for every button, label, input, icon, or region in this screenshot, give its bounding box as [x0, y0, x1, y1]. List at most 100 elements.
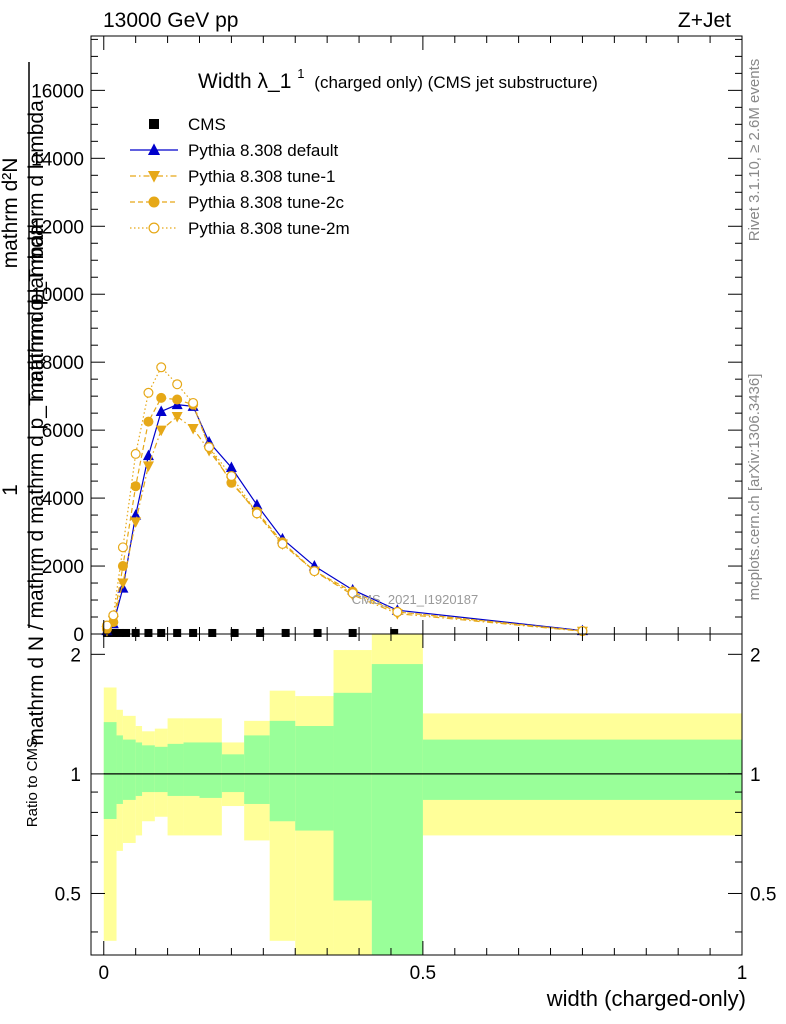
legend-label: Pythia 8.308 tune-2m	[188, 219, 350, 238]
series-4-point	[188, 397, 199, 408]
series-4-point	[156, 362, 167, 373]
series-4-point	[117, 542, 128, 553]
series-4-point	[251, 508, 262, 519]
y-tick-label: 6000	[42, 421, 84, 442]
series-2-line	[106, 415, 583, 632]
legend-label: Pythia 8.308 default	[188, 141, 339, 160]
x-tick-label: 1	[737, 963, 748, 984]
legend-label: Pythia 8.308 tune-2c	[188, 193, 344, 212]
ratio-band-green	[221, 754, 245, 793]
series-1-point	[130, 509, 142, 520]
series-4-point	[309, 566, 320, 577]
header-left: 13000 GeV pp	[103, 9, 238, 32]
series-1-point	[142, 449, 154, 461]
ratio-band-green	[295, 725, 334, 831]
series-3-line	[106, 397, 583, 632]
series-3-point	[130, 481, 141, 492]
x-axis-label: width (charged-only)	[546, 986, 746, 1011]
ratio-band-green	[103, 722, 117, 819]
series-3-point	[156, 392, 167, 403]
ratio-band-green	[422, 739, 742, 800]
ratio-band-green	[333, 692, 372, 901]
series-4-point	[226, 471, 237, 482]
series-1-point	[225, 461, 237, 473]
series-0-point	[109, 628, 118, 637]
series-2-point	[130, 517, 142, 528]
legend-label: Pythia 8.308 tune-1	[188, 167, 335, 186]
ratio-band-green	[154, 746, 168, 793]
chart-title: Width λ_1 1 (charged only) (CMS jet subs…	[198, 60, 598, 93]
series-4-point	[347, 588, 358, 599]
legend: CMS Pythia 8.308 default Pythia 8.308 tune…	[130, 115, 350, 238]
series-1-point	[155, 405, 167, 416]
rivet-credit: Rivet 3.1.10, ≥ 2.6M events	[746, 59, 763, 242]
series-4-point	[277, 538, 288, 549]
series-4-point	[108, 610, 119, 621]
series-3-point	[172, 394, 183, 405]
ratio-plot-frame	[90, 633, 743, 956]
legend-marker	[149, 119, 159, 129]
series-1-point	[251, 498, 263, 510]
series-0-point	[144, 628, 153, 637]
series-0-point	[189, 628, 198, 637]
series-0-point	[115, 628, 124, 637]
ratio-band-green	[183, 742, 200, 796]
series-4-point	[172, 379, 183, 390]
y-tick-label: 8000	[42, 353, 84, 374]
y-tick-label: 12000	[31, 217, 84, 238]
ratio-band-green	[142, 745, 155, 793]
ratio-plot-content	[103, 634, 742, 955]
y-tick-label: 0	[73, 625, 84, 646]
legend-marker	[148, 222, 160, 234]
x-tick-label: 0.5	[410, 963, 436, 984]
main-plot-panel: 0 2000 4000 6000 8000 10000 12000 14000 16000	[31, 35, 743, 646]
y-axis-label-denominator-bottom: mathrm d N / mathrm d mathrm d p_T mathr…	[25, 224, 48, 746]
series-0-point	[256, 628, 265, 637]
ratio-band-green	[135, 742, 143, 796]
header-right: Z+Jet	[678, 9, 731, 32]
series-0-point	[390, 628, 399, 637]
ratio-y-tick-label: 2	[70, 645, 81, 666]
ratio-band-green	[371, 664, 423, 955]
series-2-point	[142, 461, 154, 472]
legend-entry: Pythia 8.308 tune-1	[130, 167, 335, 186]
series-4-point	[130, 448, 141, 459]
ratio-y-tick-label-right: 2	[750, 645, 761, 666]
series-0-point	[122, 628, 131, 637]
series-2-point	[171, 412, 183, 423]
series-2-point	[155, 425, 167, 437]
series-0-point	[208, 628, 217, 637]
ratio-band-green	[269, 720, 296, 822]
legend-marker	[147, 171, 161, 183]
y-tick-label: 10000	[31, 285, 84, 306]
series-1-line	[106, 404, 583, 632]
y-axis-label-one: 1	[0, 484, 22, 496]
ratio-y-tick-label: 0.5	[55, 884, 81, 905]
legend-label: CMS	[188, 115, 226, 134]
ratio-y-tick-label: 1	[70, 765, 81, 786]
series-0-point	[157, 628, 166, 637]
ratio-band-green	[116, 735, 123, 804]
series-0-point	[348, 628, 357, 637]
series-0-point	[313, 628, 322, 637]
series-4-point	[101, 620, 112, 631]
series-2-point	[187, 423, 199, 435]
y-tick-label: 4000	[42, 489, 84, 510]
y-tick-label: 2000	[42, 557, 84, 578]
series-3-point	[117, 561, 128, 572]
legend-entry: Pythia 8.308 tune-2c	[130, 193, 344, 212]
y-axis-label: mathrm d²N mathrm d p_T mathrm d lambda …	[0, 62, 48, 746]
ratio-plot-ticks: 0 0.5 1 0.5 0.5 1 1 2 2	[55, 634, 776, 984]
series-0-point	[173, 628, 182, 637]
y-axis-label-denominator-top: mathrm d p_T mathrm d lambda	[25, 100, 48, 400]
ratio-band-green	[122, 739, 136, 800]
y-tick-label: 16000	[31, 81, 84, 102]
ratio-plot-panel: 0 0.5 1 0.5 0.5 1 1 2 2	[55, 633, 776, 984]
y-axis-label-numerator: mathrm d²N	[0, 158, 22, 269]
y-tick-label: 14000	[31, 149, 84, 170]
series-0-point	[230, 628, 239, 637]
series-4-point	[392, 606, 403, 617]
legend-marker	[148, 196, 160, 208]
ratio-band-green	[199, 742, 222, 798]
